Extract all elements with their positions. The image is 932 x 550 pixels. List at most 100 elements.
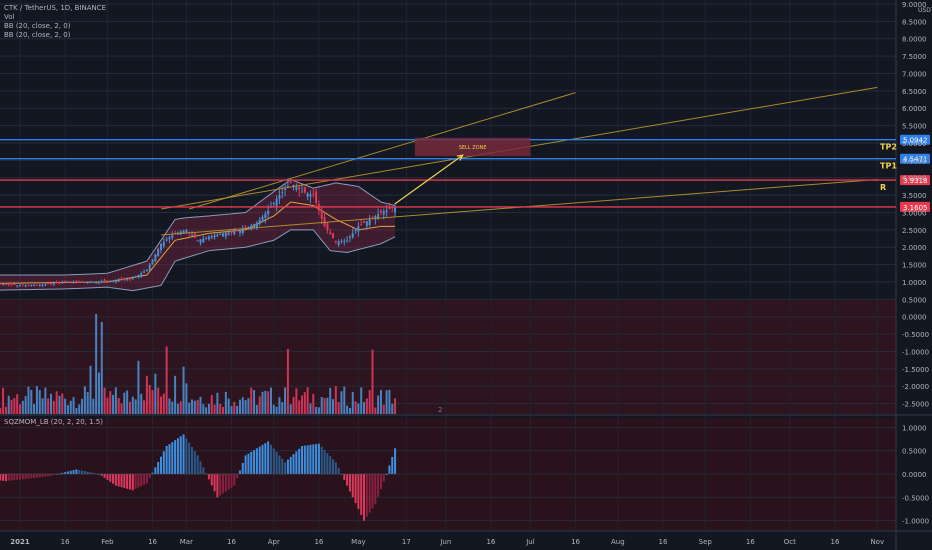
osc-bar-1 [21, 474, 24, 480]
osc-bar-100 [301, 446, 303, 474]
candle-body-9 [44, 284, 47, 286]
candle-body-122 [363, 221, 366, 223]
candle-body-35 [117, 280, 120, 282]
osc-bar-16 [64, 472, 67, 474]
candle-body-130 [385, 210, 388, 212]
volume-bar-32 [109, 391, 112, 414]
candle-body-18 [69, 281, 72, 283]
candle-body-131 [388, 207, 391, 210]
volume-bar-132 [391, 403, 394, 414]
volume-bar-25 [89, 365, 92, 414]
osc-bar-106 [317, 443, 320, 474]
osc-bar-64 [199, 461, 202, 474]
volume-bar-87 [264, 390, 267, 414]
price-tick-18: 0.0000 [902, 314, 927, 322]
osc-bar-82 [250, 451, 253, 474]
candle-body-12 [52, 283, 55, 285]
candle-body-78 [238, 229, 241, 233]
time-label-19: Oct [784, 538, 796, 546]
candle-body-48 [154, 254, 157, 262]
time-label-21: Nov [870, 538, 884, 546]
volume-bar-103 [309, 403, 312, 414]
volume-bar-19 [72, 397, 75, 414]
volume-pane-label: 2 [438, 406, 442, 414]
candle-body-29 [100, 281, 103, 283]
osc-tick-0: 1.0000 [902, 424, 927, 432]
osc-bar-128 [379, 474, 382, 490]
candle-body-77 [236, 230, 239, 232]
candle-body-123 [365, 221, 368, 226]
candle-body-76 [233, 231, 236, 235]
osc-bar-24 [86, 471, 89, 474]
candle-body-71 [219, 234, 222, 236]
volume-bar-47 [151, 390, 154, 414]
osc-bar-19 [72, 470, 75, 474]
bb-legend-2[interactable]: BB (20, close, 2, 0) [4, 31, 71, 39]
candle-body-27 [95, 281, 98, 284]
candle-body-96 [289, 181, 292, 183]
price-axis[interactable]: 9.0000 8.5000 8.0000 7.5000 7.0000 6.5000 6.00… [902, 1, 932, 526]
candle-body-70 [216, 234, 219, 237]
time-axis[interactable]: 2021 16 Feb 16 Mar 16 Apr 16 May 17 Jun 16 Jul 16 Aug 1… [10, 538, 884, 546]
volume-bar-24 [86, 392, 89, 414]
osc-bar--7 [0, 474, 2, 481]
candle-body-26 [92, 281, 95, 283]
osc-bar-48 [154, 467, 157, 474]
vol-legend[interactable]: Vol [4, 13, 15, 21]
volume-bar-122 [363, 402, 366, 414]
osc-bar-124 [368, 474, 371, 513]
volume-bar--7 [0, 408, 2, 414]
candle-body-109 [326, 223, 329, 231]
osc-bar-75 [230, 474, 233, 488]
osc-bar-92 [278, 455, 281, 474]
volume-bar-23 [83, 386, 86, 414]
volume-bar-12 [52, 400, 55, 414]
bb-upper [0, 178, 396, 276]
candle-body-59 [185, 229, 188, 233]
candle-body-31 [106, 280, 109, 282]
volume-bar-61 [191, 399, 194, 414]
candle-body-75 [230, 231, 233, 233]
volume-bar-31 [106, 397, 109, 414]
osc-bar--3 [10, 474, 13, 481]
time-label-11: Jun [439, 538, 451, 546]
volume-bar-95 [286, 348, 289, 414]
candle-body-102 [306, 193, 309, 197]
osc-bar-58 [182, 434, 185, 474]
candle-body-49 [157, 248, 160, 257]
osc-bar-25 [89, 472, 92, 474]
osc-bar--2 [13, 474, 16, 481]
osc-bar-13 [55, 474, 58, 475]
level-price-tag-2 [900, 175, 930, 186]
symbol-title[interactable]: CTK / TetherUS, 1D, BINANCE [4, 4, 107, 12]
volume-bar-7 [38, 390, 41, 414]
candle-body-111 [332, 233, 335, 239]
volume-bar-4 [30, 389, 33, 414]
osc-bar-67 [207, 474, 210, 480]
volume-bar-110 [329, 387, 332, 414]
candle-body-86 [261, 216, 264, 220]
osc-bar-53 [168, 444, 171, 474]
osc-bar-112 [334, 462, 337, 474]
volume-bar-72 [222, 407, 225, 414]
volume-bar-121 [360, 387, 363, 414]
level-price-tag-3 [900, 201, 930, 212]
volume-bar-120 [357, 403, 360, 414]
volume-bar-38 [126, 390, 129, 414]
candle-body-95 [286, 185, 289, 187]
osc-bar-88 [267, 441, 270, 474]
sell-zone[interactable]: SELL ZONE [394, 137, 531, 205]
candle-body-108 [323, 216, 326, 227]
volume-bar-125 [371, 349, 374, 414]
osc-bar-117 [348, 474, 351, 492]
sqzmom-title[interactable]: SQZMOM_LB (20, 2, 20, 1.5) [4, 418, 103, 426]
volume-bar-51 [162, 393, 165, 414]
osc-tick-2: 0.0000 [902, 471, 927, 479]
osc-bar-125 [371, 474, 374, 509]
volume-bar-75 [230, 406, 233, 414]
osc-bar-87 [264, 443, 267, 474]
time-label-2: 16 [61, 538, 70, 546]
bb-legend-1[interactable]: BB (20, close, 2, 0) [4, 22, 71, 30]
